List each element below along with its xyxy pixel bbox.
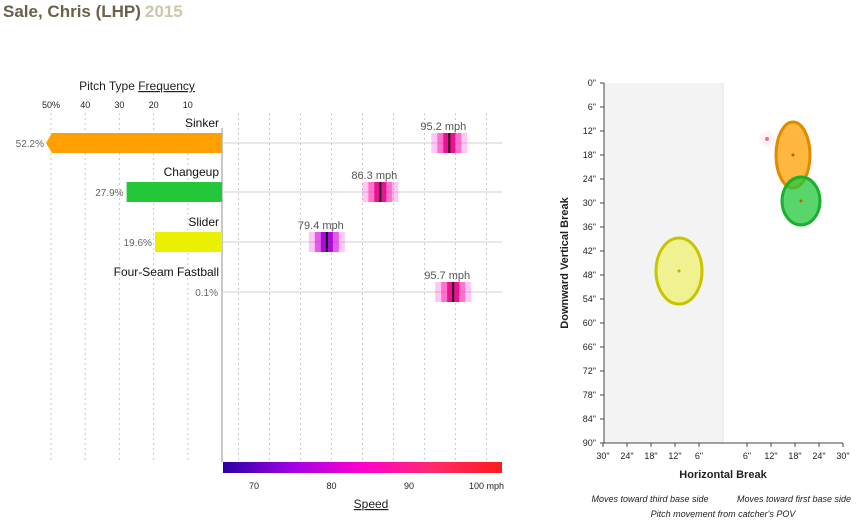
y-tick-label: 66" [583, 342, 596, 352]
frequency-bar [154, 232, 222, 252]
speed-average-tick [452, 282, 455, 302]
x-tick-label: 6" [743, 451, 751, 461]
y-tick-label: 18" [583, 150, 596, 160]
x-tick-label: 24" [620, 451, 633, 461]
note-first-base: Moves toward first base side [737, 494, 851, 504]
frequency-tick-label: 30 [114, 100, 124, 110]
frequency-value-label: 27.9% [95, 188, 123, 199]
frequency-bar [46, 133, 222, 153]
y-tick-label: 6" [588, 102, 596, 112]
pitch-movement-point [799, 199, 803, 203]
third-base-side-shading [604, 83, 723, 443]
x-tick-label: 18" [788, 451, 801, 461]
note-catcher-pov: Pitch movement from catcher's POV [651, 509, 797, 519]
speed-average-tick [379, 182, 382, 202]
pitch-name-label: Sinker [185, 116, 219, 130]
speed-average-tick [448, 133, 451, 153]
frequency-value-label: 0.1% [195, 288, 218, 299]
frequency-tick-label: 10 [183, 100, 193, 110]
movement-x-title: Horizontal Break [679, 469, 767, 481]
frequency-value-label: 52.2% [16, 139, 44, 150]
y-tick-label: 0" [588, 78, 596, 88]
page-title: Sale, Chris (LHP) 2015 [3, 2, 183, 22]
frequency-tick-labels: 50% 40 30 20 10 [42, 100, 193, 110]
pitch-name-label: Changeup [164, 165, 220, 179]
frequency-value-label: 19.6% [124, 238, 152, 249]
x-tick-label: 6" [695, 451, 703, 461]
y-tick-label: 90" [583, 438, 596, 448]
note-third-base: Moves toward third base side [591, 494, 708, 504]
speed-tick-labels: 70 80 90 100 mph [249, 481, 504, 491]
pitch-movement-point [765, 137, 769, 141]
pitch-name-label: Four-Seam Fastball [114, 265, 219, 279]
frequency-tick-label: 40 [80, 100, 90, 110]
speed-tick-label: 70 [249, 481, 259, 491]
speed-tick-label: 100 mph [469, 481, 504, 491]
speed-average-tick [325, 232, 328, 252]
y-tick-label: 30" [583, 198, 596, 208]
y-tick-label: 48" [583, 270, 596, 280]
x-tick-label: 24" [812, 451, 825, 461]
x-tick-label: 12" [764, 451, 777, 461]
speed-value-label: 95.2 mph [420, 121, 466, 133]
y-tick-label: 36" [583, 222, 596, 232]
speed-color-bar [223, 462, 502, 473]
x-tick-label: 30" [596, 451, 609, 461]
pitch-rows: Sinker 52.2% 95.2 mph Changeup 27.9% 86.3 mph… [16, 116, 502, 302]
speed-value-label: 79.4 mph [298, 220, 344, 232]
speed-value-label: 86.3 mph [351, 170, 397, 182]
movement-y-ticks: 0" 6" 12" 18" 24" 30" 36" 42" 48" 54" 60" 66" 72" 78"… [583, 78, 604, 448]
frequency-tick-label: 50% [42, 100, 60, 110]
y-tick-label: 12" [583, 126, 596, 136]
x-tick-label: 12" [668, 451, 681, 461]
pitch-name-label: Slider [188, 215, 219, 229]
y-tick-label: 54" [583, 294, 596, 304]
pitch-movement-point [791, 153, 795, 157]
y-tick-label: 60" [583, 318, 596, 328]
frequency-bar [126, 182, 222, 202]
speed-tick-label: 90 [404, 481, 414, 491]
frequency-title: Pitch Type Frequency [79, 79, 195, 93]
y-tick-label: 78" [583, 390, 596, 400]
season-year: 2015 [144, 2, 183, 21]
movement-marks [654, 120, 822, 306]
pitch-movement-point [677, 269, 681, 273]
speed-tick-label: 80 [326, 481, 336, 491]
speed-axis-title: Speed [354, 497, 389, 511]
x-tick-label: 18" [644, 451, 657, 461]
movement-y-title: Downward Vertical Break [559, 196, 571, 328]
y-tick-label: 42" [583, 246, 596, 256]
y-tick-label: 24" [583, 174, 596, 184]
player-name: Sale, Chris (LHP) [3, 2, 141, 21]
frequency-tick-label: 20 [149, 100, 159, 110]
y-tick-label: 72" [583, 366, 596, 376]
y-tick-label: 84" [583, 414, 596, 424]
movement-x-ticks: 30" 24" 18" 12" 6" 6" 12" 18" 24" 30" [596, 443, 850, 461]
x-tick-label: 30" [836, 451, 849, 461]
speed-value-label: 95.7 mph [424, 270, 470, 282]
